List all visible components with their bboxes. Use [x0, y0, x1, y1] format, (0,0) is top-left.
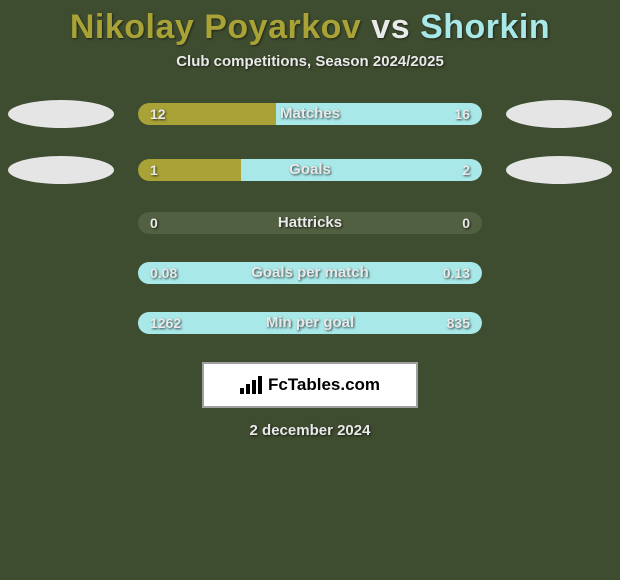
title-player1: Nikolay Poyarkov — [70, 8, 361, 46]
stat-bar: 0.08 0.13 Goals per match — [138, 262, 482, 284]
stat-value-left: 1262 — [150, 312, 181, 334]
comparison-infographic: Nikolay Poyarkov vs Shorkin Club competi… — [0, 0, 620, 439]
title-vs: vs — [371, 8, 410, 46]
page-title: Nikolay Poyarkov vs Shorkin — [0, 0, 620, 53]
stat-value-right: 16 — [454, 103, 470, 125]
stats-area: 1216Matches12Goals00Hattricks0.080.13Goa… — [0, 100, 620, 334]
stat-row: 1 2 Goals — [0, 156, 620, 184]
stat-row: 0 0 Hattricks — [0, 212, 620, 234]
player1-marker — [8, 156, 114, 184]
stat-bar: 0 0 Hattricks — [138, 212, 482, 234]
stat-value-left: 0.08 — [150, 262, 177, 284]
stat-row: 0.08 0.13 Goals per match — [0, 262, 620, 284]
logo-box: FcTables.com — [202, 362, 418, 408]
logo-chart-icon — [240, 376, 264, 394]
subtitle: Club competitions, Season 2024/2025 — [0, 53, 620, 70]
bar-right-fill — [241, 159, 482, 181]
stat-bar: 1 2 Goals — [138, 159, 482, 181]
stat-value-left: 1 — [150, 159, 158, 181]
stat-bar: 1262 835 Min per goal — [138, 312, 482, 334]
stat-label: Min per goal — [266, 312, 354, 334]
title-player2: Shorkin — [420, 8, 550, 46]
stat-value-left: 12 — [150, 103, 166, 125]
stat-label: Goals per match — [251, 262, 369, 284]
stat-value-left: 0 — [150, 212, 158, 234]
stat-value-right: 0 — [462, 212, 470, 234]
stat-label: Hattricks — [278, 212, 342, 234]
stat-row: 1262 835 Min per goal — [0, 312, 620, 334]
date-line: 2 december 2024 — [0, 422, 620, 439]
logo-text: FcTables.com — [268, 375, 380, 395]
stat-value-right: 835 — [447, 312, 470, 334]
stat-label: Goals — [289, 159, 331, 181]
stat-label: Matches — [280, 103, 340, 125]
stat-row: 12 16 Matches — [0, 100, 620, 128]
player2-marker — [506, 156, 612, 184]
player2-marker — [506, 100, 612, 128]
stat-value-right: 2 — [462, 159, 470, 181]
stat-bar: 12 16 Matches — [138, 103, 482, 125]
player1-marker — [8, 100, 114, 128]
stat-value-right: 0.13 — [443, 262, 470, 284]
